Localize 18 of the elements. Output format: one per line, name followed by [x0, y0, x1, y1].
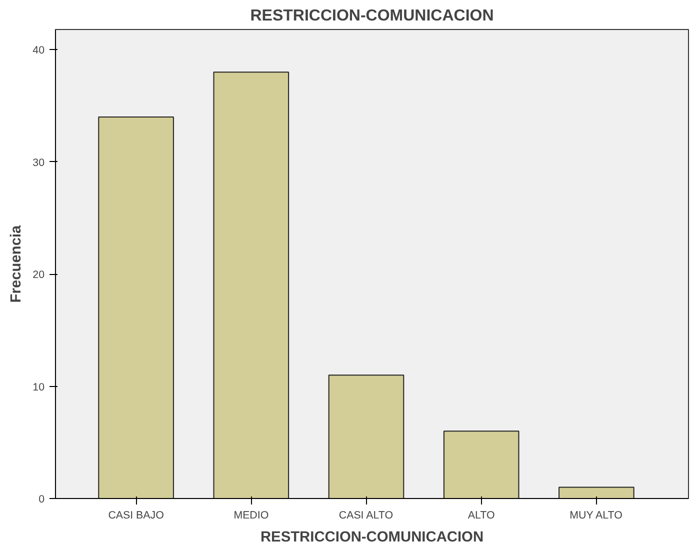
y-tick-label: 10 [32, 381, 45, 394]
bar [558, 486, 634, 498]
chart-title: RESTRICCION-COMUNICACION [250, 8, 494, 24]
bar [213, 72, 290, 498]
bar [328, 374, 404, 498]
y-tick-label: 0 [38, 494, 45, 506]
y-tick-label: 30 [32, 156, 45, 169]
y-tick-label: 40 [32, 44, 45, 57]
bar [443, 430, 520, 498]
x-tick-label: MEDIO [234, 510, 269, 522]
x-axis-title: RESTRICCION-COMUNICACION [260, 530, 484, 546]
y-axis-title: Frecuencia [8, 224, 25, 303]
bar [98, 116, 174, 498]
x-tick-label: CASI BAJO [108, 510, 164, 522]
y-tick-label: 20 [32, 269, 45, 282]
x-tick-label: CASI ALTO [338, 510, 393, 522]
x-tick-label: ALTO [468, 510, 495, 522]
x-tick-label: MUY ALTO [570, 510, 622, 522]
